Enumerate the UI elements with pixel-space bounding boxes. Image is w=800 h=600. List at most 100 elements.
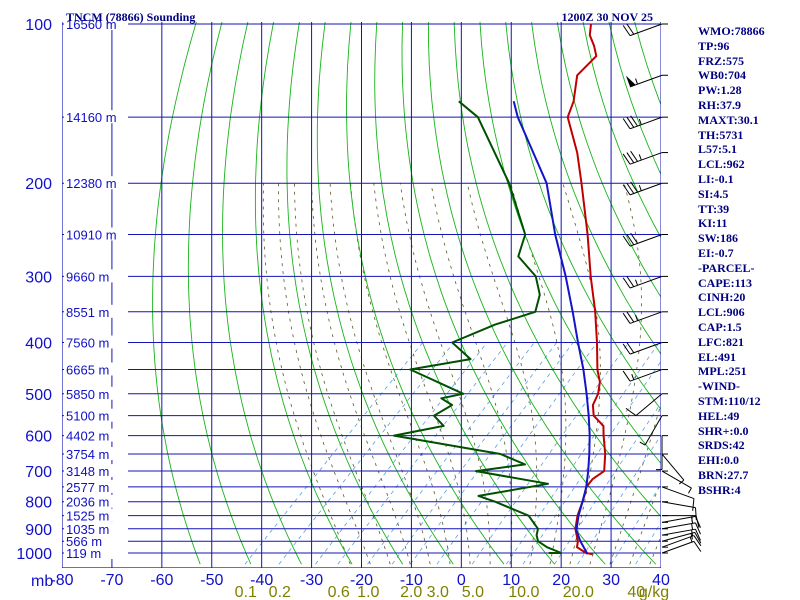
temperature-tick-label: 20 <box>552 572 570 589</box>
mixing-ratio-line <box>522 360 661 565</box>
height-label: 1035 m <box>66 522 109 537</box>
wind-barb <box>622 115 668 130</box>
stability-indices-panel: WMO:78866 TP:96 FRZ:575 WB0:704 PW:1.28 RH:37… <box>698 24 800 498</box>
mixing-ratio-lines <box>244 342 661 565</box>
height-label: 2577 m <box>66 480 109 495</box>
height-label: 566 m <box>66 534 102 549</box>
index-item: RH:37.9 <box>698 97 741 112</box>
wind-barb <box>622 311 668 324</box>
mixing-ratio-line <box>278 342 455 565</box>
height-label: 7560 m <box>66 336 109 351</box>
pressure-tick-label: 900 <box>25 522 52 539</box>
temperature-tick-label: 10 <box>502 572 520 589</box>
mixing-ratio-label: 1.0 <box>357 584 379 600</box>
height-label: 6665 m <box>66 363 109 378</box>
height-label: 3148 m <box>66 464 109 479</box>
index-item: TH:5731 <box>698 127 744 142</box>
wind-barb <box>622 181 668 196</box>
mixing-ratio-label: 5.0 <box>462 584 484 600</box>
pressure-unit-label: mb <box>31 573 53 590</box>
mixing-ratio-label: 0.2 <box>269 584 291 600</box>
index-item: BSHR:4 <box>698 482 741 497</box>
height-label-bg <box>64 408 128 422</box>
wind-barb <box>661 470 692 494</box>
height-label-bg <box>64 17 128 30</box>
index-item: CINH:20 <box>698 290 746 305</box>
height-label-bg <box>64 508 128 522</box>
wind-barb <box>661 453 685 485</box>
wind-barb <box>661 522 701 535</box>
height-label: 3754 m <box>66 447 109 462</box>
height-label-bg <box>64 521 128 535</box>
mixing-ratio-labels: 0.1 0.2 0.6 1.0 2.0 3.0 5.0 10.0 20.0 40g/kg <box>235 584 669 600</box>
moist-adiabat-line <box>329 183 431 565</box>
pressure-tick-label: 600 <box>25 429 52 446</box>
moist-adiabat-line <box>589 183 643 565</box>
wind-barb <box>661 515 701 528</box>
mixing-ratio-line <box>410 342 574 565</box>
index-item: LI:-0.1 <box>698 171 734 186</box>
index-item: LCL:962 <box>698 157 745 172</box>
index-item: CAP:1.5 <box>698 319 742 334</box>
temperature-tick-label: -30 <box>300 572 323 589</box>
index-item: SW:186 <box>698 231 739 246</box>
mixing-ratio-line <box>337 342 508 565</box>
height-label-bg <box>64 546 128 559</box>
moist-adiabat-line <box>430 183 513 565</box>
mixing-ratio-label: 20.0 <box>563 584 594 600</box>
index-item: HEL:49 <box>698 408 740 423</box>
temperature-tick-label: -60 <box>150 572 173 589</box>
dry-adiabat-line <box>152 22 201 565</box>
moist-adiabat-line <box>311 183 411 565</box>
dry-adiabat-line <box>346 22 505 565</box>
temperature-tick-label: -40 <box>250 572 273 589</box>
height-label-bg <box>64 479 128 493</box>
chart-title: TNCM (78866) Sounding <box>66 10 195 24</box>
height-label-bg <box>64 447 128 460</box>
height-label-bg <box>64 227 128 241</box>
pressure-tick-label: 700 <box>25 464 52 481</box>
height-label-bg <box>64 335 128 349</box>
moist-adiabat-line <box>262 183 351 565</box>
height-label-bg <box>64 176 128 190</box>
wind-barb <box>661 540 702 554</box>
moist-adiabat-line <box>510 183 567 565</box>
temperature-tick-label: 0 <box>457 572 466 589</box>
parcel-profile <box>512 101 591 555</box>
mixing-ratio-line <box>436 342 598 565</box>
wind-barb <box>625 74 668 88</box>
wind-barb <box>661 535 702 548</box>
index-item: CAPE:113 <box>698 275 752 290</box>
index-item: PW:1.28 <box>698 83 742 98</box>
height-label-bg <box>64 362 128 376</box>
dry-adiabat-line <box>401 22 606 565</box>
moist-adiabat-line <box>350 183 451 565</box>
height-label: 5100 m <box>66 409 109 424</box>
pressure-tick-label: 300 <box>25 269 52 286</box>
isobar-grid <box>62 22 661 568</box>
wind-barb <box>661 528 701 541</box>
index-item: LFC:821 <box>698 334 744 349</box>
height-label: 8551 m <box>66 305 109 320</box>
height-label-bg <box>64 428 128 442</box>
isotherm-grid <box>62 22 661 568</box>
temperature-tick-label: -10 <box>400 572 423 589</box>
index-item: -WIND- <box>698 379 740 394</box>
height-label-bg <box>64 269 128 283</box>
dewpoint-profile <box>393 100 563 554</box>
mixing-ratio-label: 10.0 <box>508 584 539 600</box>
moist-adiabat-line <box>562 183 601 565</box>
mixing-ratio-line <box>505 342 660 565</box>
wind-barb <box>622 23 668 37</box>
observation-time: 1200Z 30 NOV 25 <box>562 10 653 24</box>
wind-barb <box>622 341 668 355</box>
temperature-tick-label: -20 <box>350 572 373 589</box>
index-item: WB0:704 <box>698 68 746 83</box>
index-item: -PARCEL- <box>698 260 755 275</box>
index-item: STM:110/12 <box>698 393 761 408</box>
height-label-bg <box>64 110 128 124</box>
wind-barb <box>656 435 668 471</box>
mixing-ratio-label: 0.6 <box>328 584 350 600</box>
moist-adiabat-line <box>399 183 491 565</box>
